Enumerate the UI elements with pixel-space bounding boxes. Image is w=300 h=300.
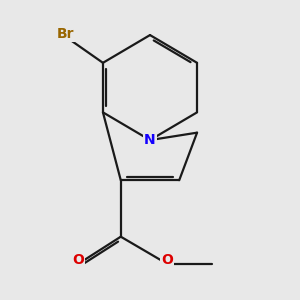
- Text: N: N: [144, 133, 156, 147]
- Text: O: O: [161, 253, 173, 267]
- Text: O: O: [72, 253, 84, 267]
- Text: Br: Br: [57, 27, 74, 40]
